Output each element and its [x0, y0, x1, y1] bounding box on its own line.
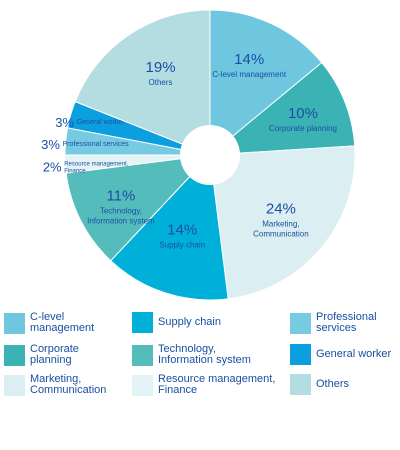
legend-item: Corporate planning [4, 344, 79, 366]
legend-swatch [290, 374, 311, 395]
slice-label-group: 24% Marketing, Communication [253, 201, 309, 239]
legend-label: Marketing, Communication [30, 373, 107, 396]
legend-item: General worker [290, 344, 391, 365]
slice-value-label: 11% [106, 187, 135, 204]
pie-slice [74, 9, 211, 156]
legend-item: Others [290, 374, 349, 395]
slice-category-label: General worker [77, 119, 126, 126]
legend-item: Professional services [290, 312, 377, 334]
pie-slice [208, 61, 356, 156]
legend-swatch [132, 344, 153, 366]
slice-category-label: Others [149, 78, 173, 87]
legend-label: Corporate planning [30, 343, 79, 366]
legend-item: Resource management, Finance [132, 374, 275, 396]
legend-swatch [290, 344, 311, 365]
slice-label-group: 10% Corporate planning [269, 105, 337, 133]
pie-chart-svg: 14% C-level management 10% Corporate planni… [41, 9, 356, 301]
legend-swatch [4, 374, 25, 396]
pie-slice [65, 154, 212, 262]
legend-swatch [4, 312, 25, 334]
slice-category-label: C-level management [212, 70, 287, 79]
donut-hole [180, 125, 240, 185]
legend-swatch [4, 344, 25, 366]
legend-item: C-level management [4, 312, 94, 334]
slice-category-label: Technology, Information system [87, 206, 155, 225]
legend-label: C-level management [30, 311, 95, 334]
pie-slice [209, 9, 323, 157]
legend-label: Technology, Information system [158, 343, 251, 366]
slice-value-label: 2% [43, 159, 62, 174]
legend-label: Resource management, Finance [158, 373, 276, 396]
legend-item: Supply chain [132, 312, 221, 333]
slice-label-group: 2% Resource management, Finance [43, 159, 129, 174]
slice-label-group: 3% Professional services [41, 137, 129, 152]
pie-chart: 14% C-level management 10% Corporate planni… [41, 9, 356, 301]
slice-label-group: 3% General worker [55, 115, 125, 130]
slice-value-label: 3% [41, 137, 60, 152]
slice-value-label: 14% [167, 222, 197, 239]
slice-value-label: 19% [146, 59, 176, 76]
slice-category-label: Resource management, Finance [64, 161, 128, 174]
slice-value-label: 24% [266, 201, 296, 218]
legend-label: Others [316, 378, 350, 390]
pie-slice [110, 153, 229, 301]
slice-category-label: Marketing, Communication [253, 220, 309, 239]
slice-value-label: 14% [234, 51, 264, 68]
pie-slice [209, 145, 356, 300]
legend-item: Marketing, Communication [4, 374, 106, 396]
slice-category-label: Corporate planning [269, 124, 337, 133]
legend-swatch [132, 312, 153, 333]
legend-item: Technology, Information system [132, 344, 251, 366]
legend-swatch [132, 374, 153, 396]
slice-category-label: Professional services [63, 141, 130, 148]
legend-swatch [290, 312, 311, 334]
slice-label-group: 11% Technology, Information system [87, 187, 155, 225]
slice-value-label: 3% [55, 115, 74, 130]
slice-label-group: 14% Supply chain [159, 222, 205, 250]
slice-label-group: 14% C-level management [212, 51, 287, 79]
legend-label: Supply chain [158, 316, 221, 328]
slice-category-label: Supply chain [159, 241, 205, 250]
legend-label: Professional services [316, 311, 377, 334]
slice-value-label: 10% [288, 105, 318, 122]
legend-label: General worker [316, 348, 392, 360]
slice-label-group: 19% Others [146, 59, 176, 87]
